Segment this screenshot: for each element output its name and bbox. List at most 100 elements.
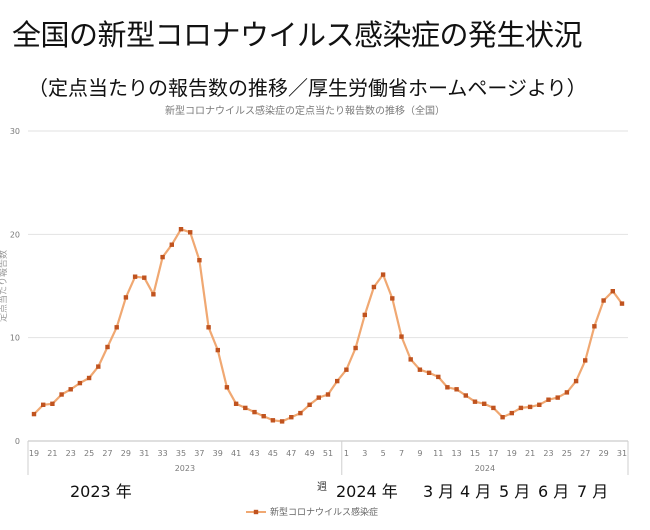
x-axis-label: 週 — [317, 481, 327, 493]
x-tick-label: 47 — [286, 449, 296, 458]
x-tick-label: 39 — [213, 449, 223, 458]
data-point — [362, 312, 367, 318]
data-point — [77, 380, 83, 386]
x-tick-label: 13 — [452, 449, 462, 458]
data-point — [325, 392, 331, 397]
data-point — [509, 410, 514, 416]
x-tick-label: 27 — [580, 449, 590, 458]
x-tick-label: 1 — [344, 449, 349, 458]
data-point — [426, 370, 432, 375]
data-point — [178, 227, 184, 232]
data-point — [68, 387, 73, 392]
year-group-label: 2024 — [475, 464, 495, 473]
data-point — [592, 324, 597, 329]
data-point — [518, 405, 524, 411]
data-point — [169, 242, 174, 247]
data-point — [261, 414, 266, 419]
data-point — [123, 295, 129, 300]
data-point — [463, 393, 468, 398]
data-point — [197, 258, 202, 263]
month-annotation-jul: 7 月 — [577, 482, 609, 501]
data-point — [151, 292, 156, 297]
data-point — [472, 399, 478, 404]
x-tick-label: 31 — [139, 449, 149, 458]
data-point — [41, 402, 46, 407]
legend-marker — [253, 509, 259, 515]
year-group-label: 2023 — [175, 464, 195, 473]
x-tick-label: 33 — [158, 449, 168, 458]
data-point — [206, 325, 211, 330]
data-point — [601, 298, 606, 303]
x-tick-label: 23 — [66, 449, 76, 458]
x-tick-label: 45 — [268, 449, 278, 458]
x-tick-label: 19 — [507, 449, 517, 458]
data-point — [371, 284, 377, 290]
data-point — [491, 405, 496, 411]
y-axis-label: 定点当たり報告数 — [0, 250, 9, 322]
data-point — [353, 345, 358, 351]
data-point — [279, 419, 285, 424]
x-tick-label: 3 — [362, 449, 367, 458]
x-tick-label: 5 — [381, 449, 386, 458]
chart-title: 新型コロナウイルス感染症の定点当たり報告数の推移（全国） — [165, 104, 445, 117]
data-point — [307, 402, 312, 407]
data-point — [619, 301, 625, 306]
data-point — [500, 415, 505, 420]
data-point — [555, 395, 560, 400]
data-point — [105, 344, 110, 350]
data-point — [86, 375, 92, 381]
data-point — [270, 418, 276, 423]
month-annotation-mar: 3 月 — [423, 482, 455, 501]
data-point — [417, 367, 423, 372]
data-point — [335, 378, 340, 384]
x-tick-label: 25 — [84, 449, 94, 458]
data-point — [482, 401, 487, 406]
data-point — [50, 401, 55, 406]
x-tick-label: 7 — [399, 449, 404, 458]
data-point — [546, 397, 551, 402]
month-annotation-apr: 4 月 — [460, 482, 492, 501]
y-tick-label: 20 — [10, 230, 20, 239]
data-point — [344, 367, 349, 372]
x-tick-label: 25 — [562, 449, 572, 458]
data-point — [445, 385, 450, 390]
x-tick-label: 27 — [102, 449, 112, 458]
y-tick-label: 10 — [10, 334, 20, 343]
data-point — [583, 358, 588, 363]
y-tick-label: 0 — [15, 437, 20, 446]
data-point — [31, 411, 37, 417]
x-tick-label: 23 — [543, 449, 553, 458]
data-point — [610, 289, 615, 294]
data-point — [408, 357, 413, 362]
data-point — [527, 404, 533, 410]
y-tick-label: 30 — [10, 127, 20, 136]
data-point — [114, 325, 119, 330]
x-tick-label: 29 — [121, 449, 131, 458]
data-point — [142, 275, 147, 280]
data-point — [573, 378, 579, 384]
x-tick-label: 11 — [433, 449, 443, 458]
x-tick-label: 41 — [231, 449, 241, 458]
data-point — [380, 272, 386, 277]
x-tick-label: 19 — [29, 449, 39, 458]
x-tick-label: 49 — [305, 449, 315, 458]
data-point — [188, 230, 193, 235]
data-point — [132, 274, 138, 279]
x-tick-label: 51 — [323, 449, 333, 458]
page-title: 全国の新型コロナウイルス感染症の発生状況 — [12, 18, 583, 52]
x-tick-label: 21 — [47, 449, 57, 458]
data-point — [59, 392, 64, 397]
x-tick-label: 37 — [194, 449, 204, 458]
x-tick-label: 31 — [617, 449, 627, 458]
x-tick-label: 9 — [417, 449, 422, 458]
data-point — [289, 415, 294, 420]
legend-label: 新型コロナウイルス感染症 — [270, 506, 378, 518]
data-point — [243, 405, 248, 411]
data-point — [564, 390, 570, 395]
data-point — [436, 374, 441, 380]
data-point — [454, 387, 459, 392]
year-2023-annotation: 2023 年 — [70, 482, 132, 501]
x-tick-label: 15 — [470, 449, 480, 458]
x-tick-label: 43 — [249, 449, 259, 458]
